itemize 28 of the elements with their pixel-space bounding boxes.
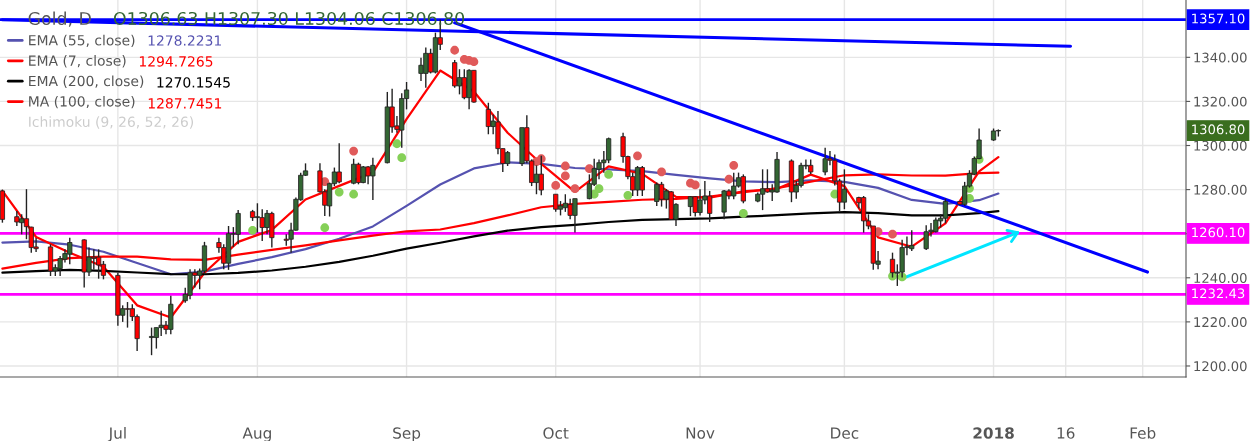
- y-tick-label: 1240.00: [1194, 273, 1247, 283]
- ref-line-label: 1260.10: [1192, 227, 1245, 238]
- x-tick-label: Oct: [543, 427, 569, 439]
- annotation: 1278.2231: [148, 35, 221, 46]
- ref-line-label: 1357.10: [1192, 13, 1245, 24]
- y-tick-label: 1220.00: [1194, 317, 1247, 328]
- x-tick-label: Nov: [686, 427, 715, 439]
- legend-label: EMA (55, close): [29, 34, 135, 48]
- y-tick-label: 1280.00: [1194, 184, 1247, 195]
- y-tick-label: 1340.00: [1194, 52, 1247, 63]
- x-tick-label: Jul: [107, 427, 126, 441]
- annotation: 1270.1545: [157, 77, 230, 88]
- annotation: 1287.7451: [148, 98, 222, 109]
- y-tick-label: 1300.00: [1194, 140, 1247, 151]
- x-tick-label: 16: [1057, 427, 1075, 439]
- annotation: 1294.7265: [139, 56, 213, 67]
- legend-label: EMA (7, close): [29, 55, 126, 68]
- x-tick-label: Feb: [1130, 427, 1156, 439]
- x-tick-label: 2018: [973, 427, 1014, 439]
- legend-label: MA (100, close): [29, 95, 135, 109]
- x-tick-label: Dec: [831, 427, 859, 439]
- x-tick-label: Aug: [242, 427, 271, 441]
- y-tick-label: 1320.00: [1194, 96, 1247, 107]
- legend-label: EMA (200, close): [29, 75, 144, 88]
- ref-line-label: 1232.43: [1192, 288, 1245, 299]
- text: 1306.80: [1192, 124, 1245, 135]
- x-tick-label: Sep: [393, 427, 421, 441]
- y-tick-label: 1200.00: [1194, 361, 1247, 372]
